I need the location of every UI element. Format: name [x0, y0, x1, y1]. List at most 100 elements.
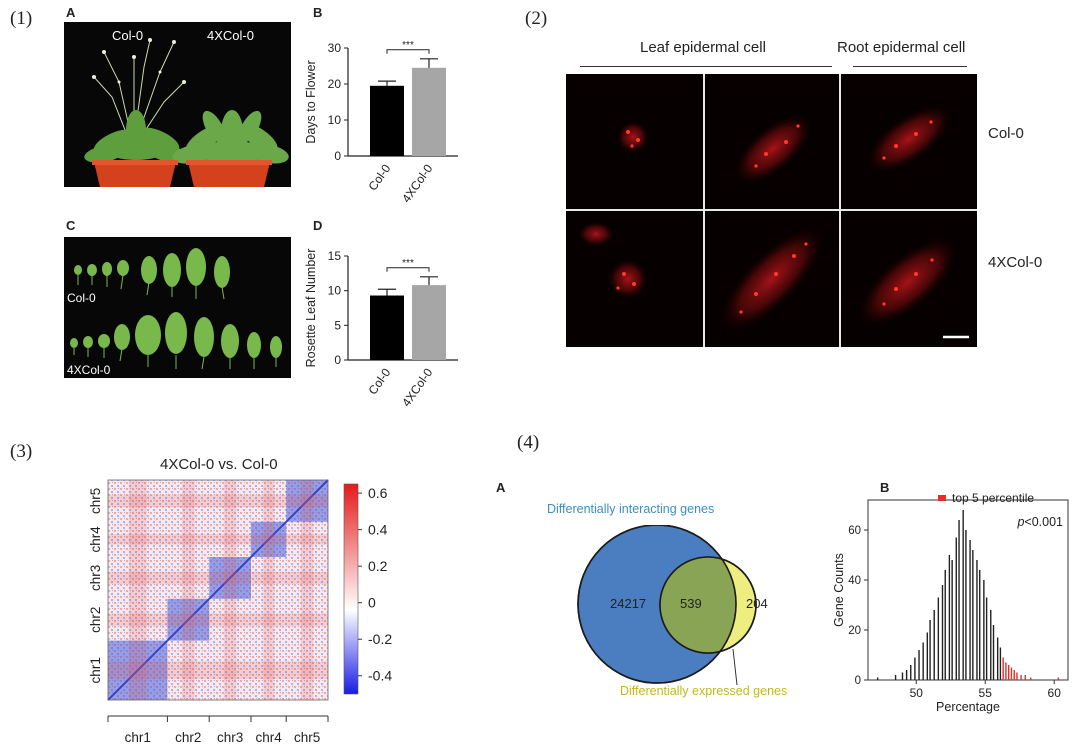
colorbar-tick-label: 0.6	[368, 485, 388, 501]
x-tick-label: 50	[910, 686, 924, 700]
hic-heatmap-chart: chr1 chr1 chr2 chr2 chr3 chr3 chr4 chr4 chr5 chr5…	[88, 479, 392, 742]
y-axis-label: Days to Flower	[304, 60, 318, 143]
interaction-band	[108, 613, 328, 626]
subpanel-letter-b: B	[313, 5, 323, 20]
header-leaf-epidermal: Leaf epidermal cell	[640, 39, 766, 56]
subpanel-letter-4b: B	[880, 480, 890, 495]
x-label-chr5: chr5	[294, 730, 320, 742]
interaction-band	[182, 480, 195, 700]
photo-label-4xcol0: 4XCol-0	[207, 28, 254, 43]
y-label-chr2: chr2	[88, 607, 103, 633]
colorbar-tick-label: -0.2	[368, 631, 392, 647]
x-tick-label: 55	[979, 686, 993, 700]
colorbar-tick-label: 0.4	[368, 522, 388, 538]
leaf-photo: Col-0 4XCol-0	[64, 237, 291, 378]
y-tick-label: 10	[328, 284, 342, 298]
venn-count-right: 204	[746, 596, 768, 611]
plant-photo-art	[84, 38, 289, 187]
microscopy-grid	[566, 74, 977, 347]
p-value-symbol: p	[1016, 515, 1024, 529]
y-label-chr3: chr3	[88, 565, 103, 591]
diagonal-line	[208, 556, 252, 600]
heatmap-title: 4XCol-0 vs. Col-0	[160, 456, 278, 473]
subpanel-letter-a: A	[66, 5, 76, 20]
y-tick-label: 0	[855, 675, 861, 687]
histogram-gene-counts: 50 55 60 0 20 40 60 Percentage Gene Counts top 5 …	[832, 491, 1069, 714]
y-tick-label: 30	[328, 41, 342, 55]
y-tick-label: 40	[848, 575, 861, 587]
colorbar	[343, 483, 359, 695]
histogram-frame	[867, 499, 1069, 681]
x-label-chr1: chr1	[125, 730, 151, 742]
p-value-threshold: <0.001	[1024, 515, 1063, 529]
subpanel-letter-4a: A	[496, 480, 506, 495]
y-tick-label: 10	[328, 113, 342, 127]
leaf-label-col0: Col-0	[67, 291, 96, 305]
interaction-band	[108, 534, 328, 545]
row-label-4xcol0: 4XCol-0	[988, 254, 1043, 271]
panel-label-1: (1)	[10, 8, 33, 29]
x-tick-label: 4XCol-0	[399, 365, 436, 409]
y-tick-label: 60	[848, 525, 861, 537]
bar-4xcol-0	[412, 285, 446, 360]
venn-count-left: 24217	[610, 596, 647, 611]
colorbar-tick-label: -0.4	[368, 668, 392, 684]
plant-photo: Col-0 4XCol-0	[64, 22, 291, 187]
y-axis-label: Gene Counts	[832, 553, 846, 627]
interaction-band	[263, 480, 274, 700]
bar-col-0	[370, 295, 404, 360]
heatmap-border	[107, 479, 329, 701]
photo-label-col0: Col-0	[112, 28, 144, 43]
x-label-chr3: chr3	[217, 730, 243, 742]
venn-count-overlap: 539	[680, 596, 702, 611]
diagonal-line	[250, 521, 287, 558]
y-label-chr4: chr4	[88, 526, 103, 553]
leaf-photo-art	[70, 248, 282, 370]
p-value-label: p<0.001	[1016, 515, 1063, 529]
y-tick-label: 20	[328, 77, 342, 91]
x-label-chr2: chr2	[175, 730, 201, 742]
interaction-band	[223, 480, 237, 700]
x-axis-label: Percentage	[936, 700, 1000, 714]
y-axis-label: Rosette Leaf Number	[304, 249, 318, 368]
panel-label-2: (2)	[525, 8, 548, 29]
y-tick-label: 0	[334, 149, 341, 163]
significance-bracket	[386, 267, 430, 272]
header-leaf-line	[580, 66, 832, 67]
significance-label: ***	[402, 40, 414, 51]
x-tick-label: Col-0	[366, 161, 394, 193]
venn-label-interacting: Differentially interacting genes	[547, 502, 715, 516]
legend-swatch	[938, 495, 946, 501]
bar-4xcol-0	[412, 67, 446, 156]
panel-label-3: (3)	[10, 441, 33, 462]
colorbar-tick-label: 0.2	[368, 558, 388, 574]
diagonal-line	[285, 479, 329, 523]
microscopy-grid-art	[566, 74, 977, 347]
colorbar-tick-label: 0	[368, 595, 376, 611]
x-tick-label: 60	[1048, 686, 1062, 700]
y-tick-label: 20	[848, 625, 861, 637]
bar-col-0	[370, 85, 404, 156]
significance-label: ***	[402, 258, 414, 269]
diagonal-line	[166, 598, 210, 642]
diagonal-line	[107, 639, 169, 701]
x-tick-label: Col-0	[366, 365, 394, 397]
leaf-label-4xcol0: 4XCol-0	[67, 363, 111, 377]
interaction-band	[300, 480, 314, 700]
y-tick-label: 15	[328, 249, 342, 263]
bar-chart-days-to-flower: 0 10 20 30 Col-0 4XCol-0 *** Days to Flower	[304, 40, 458, 205]
y-tick-label: 5	[334, 318, 341, 332]
bar-chart-rosette-leaf-number: 0 5 10 15 Col-0 4XCol-0 *** Rosette Leaf Number	[304, 249, 458, 409]
legend-label: top 5 percentile	[952, 491, 1034, 505]
panel-label-4: (4)	[517, 432, 540, 453]
x-label-chr4: chr4	[255, 730, 282, 742]
interaction-band	[108, 571, 328, 585]
header-root-line	[853, 66, 967, 67]
x-tick-label: 4XCol-0	[399, 161, 436, 205]
y-label-chr1: chr1	[88, 657, 103, 683]
y-tick-label: 0	[334, 353, 341, 367]
subpanel-letter-d: D	[313, 218, 323, 233]
interaction-band	[128, 480, 147, 700]
interaction-band	[108, 661, 328, 680]
venn-diagram	[577, 525, 757, 685]
